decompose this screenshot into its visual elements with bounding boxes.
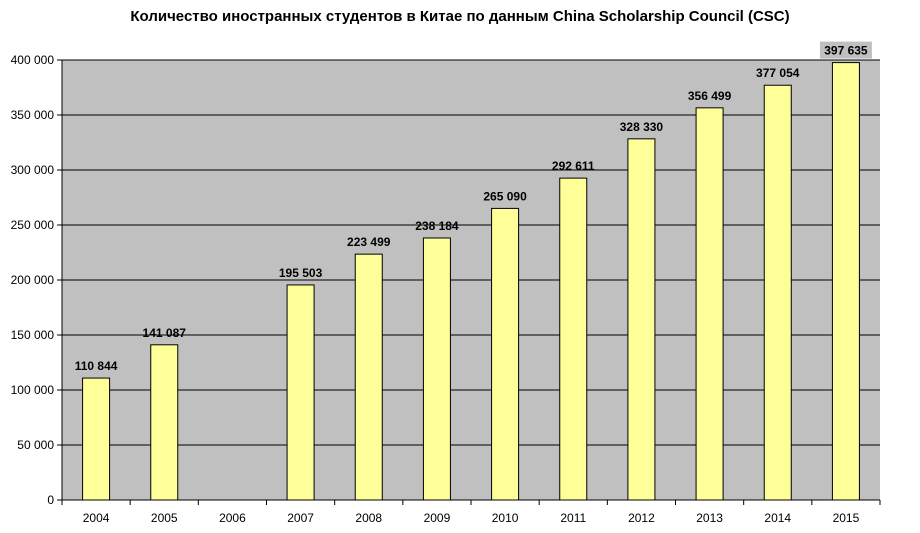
data-label: 356 499 (688, 89, 732, 103)
bar (150, 344, 179, 501)
y-tick-label: 400 000 (11, 53, 55, 67)
chart-title: Количество иностранных студентов в Китае… (130, 8, 790, 25)
grid-lines (57, 59, 880, 501)
bar (286, 284, 315, 501)
data-label: 238 184 (415, 219, 459, 233)
data-label: 292 611 (552, 159, 595, 173)
x-tick-label: 2011 (560, 511, 586, 525)
x-tick-labels: 2004 2005 2006 2007 2008 2009 2010 2011 2012 2013… (83, 511, 860, 525)
x-tick-label: 2006 (219, 511, 246, 525)
x-tick-label: 2005 (151, 511, 178, 525)
y-tick-label: 150 000 (11, 328, 55, 342)
bars (82, 62, 860, 501)
bar (763, 84, 792, 501)
y-tick-label: 200 000 (11, 273, 55, 287)
bar (695, 107, 724, 501)
bar (354, 253, 383, 501)
x-tick-label: 2012 (628, 511, 655, 525)
data-label: 195 503 (279, 266, 323, 280)
data-label: 265 090 (483, 189, 527, 203)
x-tick-label: 2015 (833, 511, 860, 525)
y-tick-label: 300 000 (11, 163, 55, 177)
data-label: 328 330 (620, 120, 664, 134)
bar (831, 62, 860, 501)
x-tick-label: 2010 (492, 511, 519, 525)
y-tick-label: 250 000 (11, 218, 55, 232)
x-tick-label: 2014 (764, 511, 791, 525)
data-label: 397 635 (824, 44, 868, 58)
bar (559, 177, 588, 501)
bar (491, 207, 520, 501)
data-label: 377 054 (756, 66, 800, 80)
data-label: 110 844 (75, 359, 118, 373)
data-label: 223 499 (347, 235, 391, 249)
y-tick-labels: 0 50 000 100 000 150 000 200 000 250 000 300 0… (11, 53, 55, 507)
bar (82, 377, 111, 501)
data-label: 141 087 (143, 326, 187, 340)
x-tick-label: 2004 (83, 511, 110, 525)
bar (627, 138, 656, 501)
data-labels: 110 844 141 087 195 503 223 499 238 184 265 0… (75, 41, 872, 373)
y-tick-label: 350 000 (11, 108, 55, 122)
x-tick-label: 2007 (287, 511, 314, 525)
x-tick-label: 2008 (355, 511, 382, 525)
bar (422, 237, 451, 501)
y-tick-label: 0 (47, 493, 54, 507)
axes (61, 60, 881, 505)
x-tick-label: 2013 (696, 511, 723, 525)
y-tick-label: 50 000 (17, 438, 54, 452)
y-tick-label: 100 000 (11, 383, 55, 397)
x-tick-label: 2009 (424, 511, 451, 525)
data-label-highlight (819, 41, 872, 59)
